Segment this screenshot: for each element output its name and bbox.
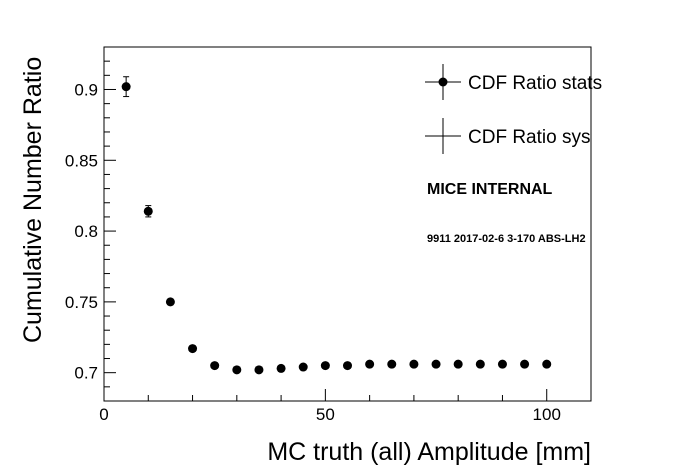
data-marker xyxy=(409,359,419,369)
data-marker xyxy=(497,359,507,369)
plot-frame xyxy=(103,46,592,402)
data-marker xyxy=(232,365,242,375)
legend-marker-stats xyxy=(438,77,448,87)
data-marker xyxy=(210,361,220,371)
data-point xyxy=(387,359,397,369)
legend-entry-sys: CDF Ratio sys xyxy=(425,118,590,154)
data-marker xyxy=(475,359,485,369)
y-tick-label: 0.85 xyxy=(65,151,98,170)
data-point xyxy=(298,362,308,372)
data-marker xyxy=(165,297,175,307)
legend-label-sys: CDF Ratio sys xyxy=(468,127,590,148)
data-point xyxy=(475,359,485,369)
data-marker xyxy=(520,359,530,369)
y-tick-label: 0.7 xyxy=(74,364,98,383)
data-point xyxy=(320,361,330,371)
x-tick-label: 0 xyxy=(99,405,108,424)
x-axis-title: MC truth (all) Amplitude [mm] xyxy=(267,438,591,466)
y-tick-label: 0.75 xyxy=(65,293,98,312)
data-marker xyxy=(276,363,286,373)
x-tick-label: 50 xyxy=(316,405,335,424)
data-series-stats xyxy=(121,76,552,375)
mice-internal-label: MICE INTERNAL xyxy=(427,181,553,198)
legend-entry-stats: CDF Ratio stats xyxy=(425,64,602,100)
data-point xyxy=(453,359,463,369)
y-tick-label: 0.8 xyxy=(74,222,98,241)
data-point xyxy=(343,361,352,371)
data-marker xyxy=(320,361,330,371)
data-point xyxy=(542,359,552,369)
data-point xyxy=(409,359,419,369)
data-marker xyxy=(143,206,153,216)
x-axis: 0 50 100 xyxy=(99,389,592,424)
data-point xyxy=(210,361,220,371)
legend: CDF Ratio stats CDF Ratio sys MICE INTER… xyxy=(420,57,602,259)
data-marker xyxy=(365,359,375,369)
data-point xyxy=(365,359,375,369)
run-info-label: 9911 2017-02-6 3-170 ABS-LH2 xyxy=(427,233,586,245)
data-marker xyxy=(254,365,264,375)
data-marker xyxy=(298,362,308,372)
data-point xyxy=(520,359,530,369)
data-marker xyxy=(387,359,397,369)
data-marker xyxy=(121,82,131,92)
data-marker xyxy=(188,344,198,354)
data-point xyxy=(121,76,131,98)
legend-label-stats: CDF Ratio stats xyxy=(468,73,602,94)
data-point xyxy=(188,344,198,354)
data-point xyxy=(254,365,264,375)
y-tick-label: 0.9 xyxy=(74,80,98,99)
data-marker xyxy=(542,359,552,369)
data-marker xyxy=(453,359,463,369)
x-tick-label: 100 xyxy=(533,405,561,424)
y-axis: 0.7 0.75 0.8 0.85 0.9 xyxy=(65,46,116,402)
data-point xyxy=(165,297,175,307)
legend-box xyxy=(420,57,588,259)
data-point xyxy=(143,205,153,218)
data-marker xyxy=(431,359,441,369)
data-point xyxy=(276,363,286,373)
data-point xyxy=(497,359,507,369)
data-point xyxy=(431,359,441,369)
y-axis-title: Cumulative Number Ratio xyxy=(19,57,47,343)
data-marker xyxy=(343,361,352,371)
data-point xyxy=(232,365,242,375)
